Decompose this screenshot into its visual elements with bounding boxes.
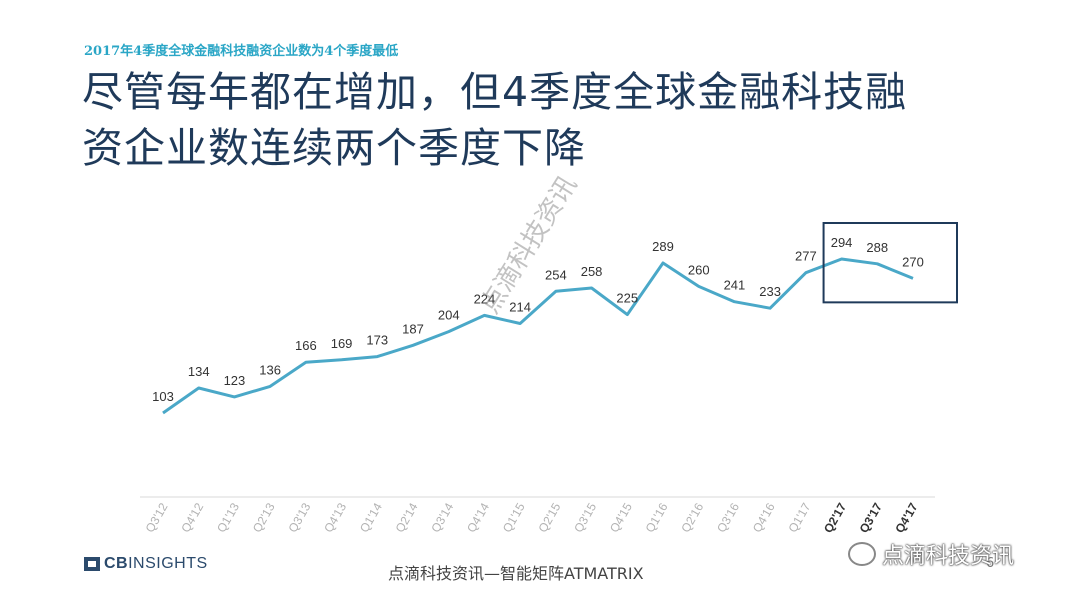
x-tick-label: Q4'15 (607, 500, 635, 535)
data-label: 288 (866, 240, 888, 255)
slide-title: 尽管每年都在增加，但4季度全球金融科技融 资企业数连续两个季度下降 (82, 64, 1042, 176)
data-label: 270 (902, 254, 924, 269)
data-label: 294 (831, 235, 853, 250)
x-tick-label: Q3'12 (143, 500, 171, 535)
footer-text: 点滴科技资讯—智能矩阵ATMATRIX (388, 564, 644, 583)
x-tick-label: Q1'16 (643, 500, 671, 535)
wechat-label: 点滴科技资讯 (882, 544, 1015, 569)
data-label: 277 (795, 249, 817, 264)
data-label: 187 (402, 321, 424, 336)
x-tick-label: Q1'13 (214, 500, 242, 535)
data-label: 224 (474, 291, 496, 306)
logo-prefix: CB (104, 555, 129, 572)
x-tick-label: Q2'13 (250, 500, 278, 535)
x-tick-label: Q4'13 (321, 500, 349, 535)
x-tick-label: Q4'16 (750, 500, 778, 535)
x-tick-label: Q3'13 (286, 500, 314, 535)
x-tick-label: Q3'15 (571, 500, 599, 535)
cbinsights-logo: CB INSIGHTS (84, 555, 208, 573)
data-label: 289 (652, 239, 674, 254)
data-label: 241 (724, 278, 746, 293)
title-line-2: 资企业数连续两个季度下降 (82, 124, 586, 172)
wechat-icon (848, 542, 876, 566)
x-tick-label: Q1'17 (786, 500, 814, 535)
data-label: 123 (224, 373, 246, 388)
data-label: 134 (188, 364, 210, 379)
cbinsights-logo-icon (84, 557, 100, 571)
data-label: 173 (366, 333, 388, 348)
title-line-1: 尽管每年都在增加，但4季度全球金融科技融 (82, 68, 908, 116)
data-label: 103 (152, 389, 174, 404)
x-tick-label: Q4'12 (178, 500, 206, 535)
series-line (162, 257, 914, 415)
data-label: 136 (259, 362, 281, 377)
x-tick-label: Q2'15 (536, 500, 564, 535)
x-tick-label: Q1'14 (357, 500, 385, 535)
data-label: 225 (616, 291, 638, 306)
x-tick-label: Q2'17 (821, 500, 849, 535)
x-tick-label: Q2'16 (678, 500, 706, 535)
slide-subtitle: 2017年4季度全球金融科技融资企业数为4个季度最低 (84, 44, 399, 59)
data-label: 254 (545, 267, 567, 282)
page-number: 6 (986, 556, 995, 571)
data-label: 233 (759, 284, 781, 299)
data-label: 260 (688, 262, 710, 277)
data-label: 258 (581, 264, 603, 279)
x-tick-label: Q1'15 (500, 500, 528, 535)
data-label: 166 (295, 338, 317, 353)
x-tick-label: Q3'17 (857, 500, 885, 535)
logo-suffix: INSIGHTS (128, 555, 208, 572)
x-tick-label: Q3'16 (714, 500, 742, 535)
data-label: 204 (438, 308, 460, 323)
data-label: 169 (331, 336, 353, 351)
highlight-box (822, 222, 958, 304)
x-tick-label: Q2'14 (393, 500, 421, 535)
x-tick-label: Q4'14 (464, 500, 492, 535)
x-tick-label: Q4'17 (892, 500, 920, 535)
data-label: 214 (509, 300, 531, 315)
x-tick-label: Q3'14 (428, 500, 456, 535)
wechat-watermark: 点滴科技资讯 (848, 538, 1014, 570)
